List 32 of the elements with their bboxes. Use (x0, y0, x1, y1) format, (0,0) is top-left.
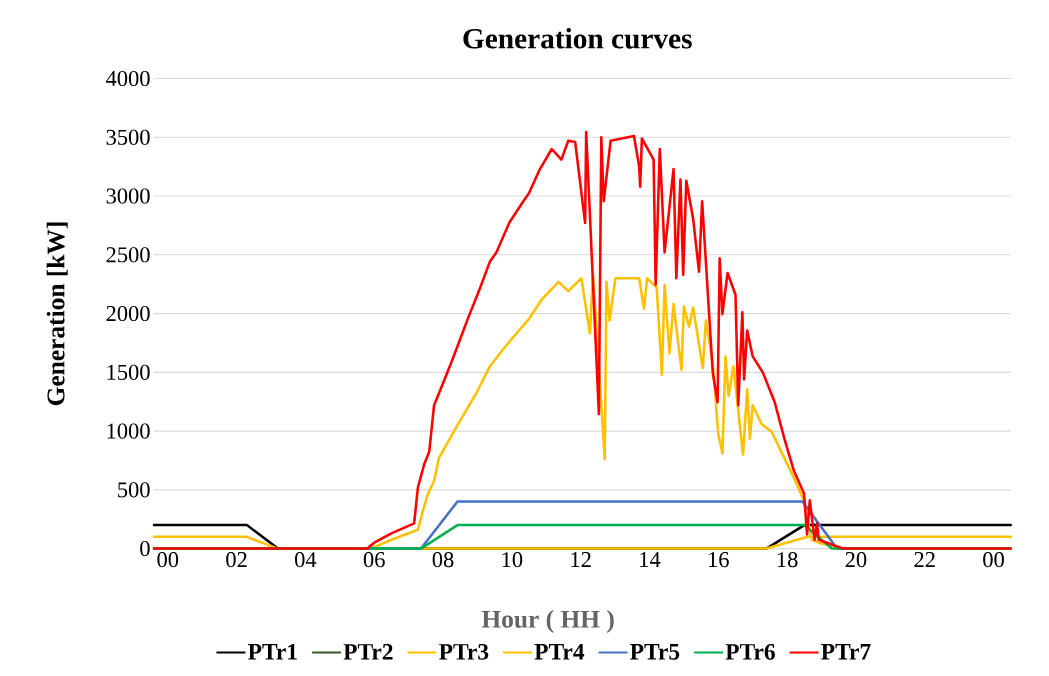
x-tick-label: 08 (432, 551, 454, 568)
x-tick-label: 16 (709, 551, 729, 568)
y-tick-label: 2000 (106, 305, 150, 322)
y-tick-label: 1500 (107, 364, 150, 380)
x-tick-label: 06 (363, 551, 385, 568)
x-tick-label: 02 (226, 551, 247, 568)
x-tick-label: 18 (777, 551, 798, 568)
y-tick-label: 4000 (106, 70, 150, 86)
legend-label: PTr3 (439, 643, 489, 660)
legend-label: PTr6 (725, 643, 775, 660)
y-tick-label: 3500 (106, 129, 150, 145)
y-axis-title: Generation [kW] (46, 222, 68, 406)
x-tick-label: 14 (640, 551, 661, 567)
x-tick-label: 10 (502, 551, 523, 568)
x-tick-label: 12 (571, 551, 591, 567)
y-tick-label: 0 (140, 540, 150, 557)
x-axis-title: Hour ( HH ) (481, 609, 614, 633)
legend-label: PTr7 (821, 643, 871, 660)
y-tick-label: 3000 (106, 188, 150, 204)
legend-label: PTr5 (630, 643, 680, 660)
chart-title: Generation curves (463, 27, 692, 49)
y-tick-label: 500 (118, 482, 150, 498)
y-tick-label: 1000 (107, 423, 150, 439)
x-tick-label: 00 (983, 551, 1004, 568)
y-tick-label: 2500 (106, 247, 150, 263)
x-tick-label: 22 (914, 551, 935, 567)
x-tick-label: 04 (295, 551, 317, 568)
legend-label: PTr2 (343, 643, 393, 660)
legend-label: PTr1 (248, 643, 297, 660)
x-tick-label: 20 (845, 551, 867, 568)
legend-label: PTr4 (534, 643, 585, 660)
x-tick-label: 00 (157, 551, 179, 568)
